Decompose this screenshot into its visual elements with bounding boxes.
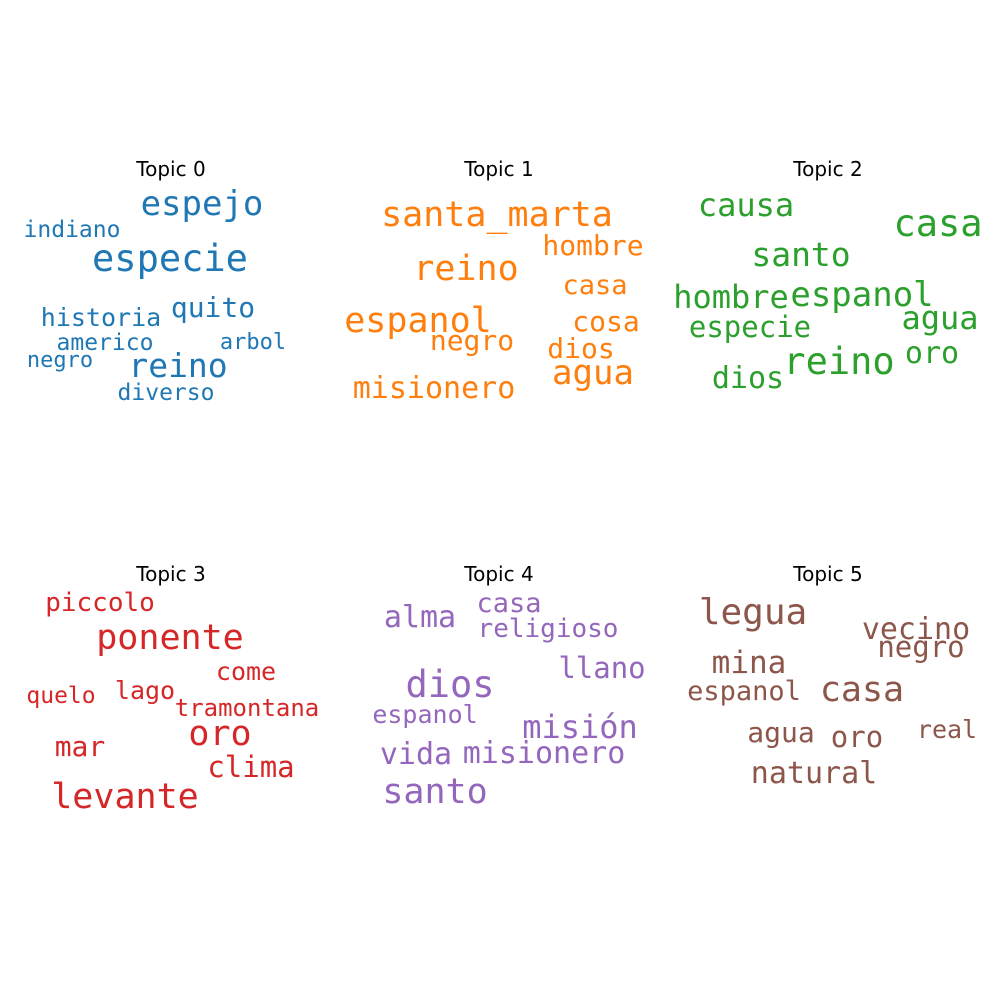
topic-title-4: Topic 4 (463, 562, 533, 586)
topic-5-word: negro (877, 630, 964, 664)
topic-1-word: hombre (542, 229, 643, 262)
topic-4-word: vida (380, 737, 452, 772)
topic-3-word: mar (55, 730, 106, 763)
topic-1-word: cosa (572, 305, 639, 338)
topic-2-word: santo (751, 235, 850, 274)
topic-2-word: reino (783, 340, 894, 383)
topic-1-word: negro (430, 324, 514, 357)
topic-2-word: espanol (790, 275, 933, 315)
topic-3-word: clima (207, 750, 294, 784)
topic-4-word: santo (382, 772, 487, 812)
topic-4-word: misionero (463, 736, 626, 771)
topic-4-word: espanol (372, 700, 477, 729)
topic-1-word: misionero (353, 371, 516, 406)
topic-3-word: tramontana (175, 694, 320, 722)
topic-3-word: levante (51, 777, 199, 817)
topic-title-5: Topic 5 (792, 562, 862, 586)
topic-0-word: americo (57, 330, 154, 356)
topic-5-word: natural (751, 756, 877, 791)
topic-2-word: dios (712, 361, 784, 396)
topic-1-word: espanol (344, 301, 492, 341)
topic-2-word: agua (901, 299, 978, 337)
topic-5-word: real (917, 715, 977, 744)
topic-1-word: santa_marta (381, 195, 613, 235)
topic-5-word: agua (747, 716, 814, 749)
topic-5-word: legua (699, 592, 807, 633)
topic-3-word: lago (115, 676, 175, 705)
topic-4-word: religioso (478, 614, 619, 644)
topic-2-word: causa (698, 186, 794, 224)
topic-3-word: come (216, 657, 276, 686)
topic-4-word: misión (522, 708, 638, 746)
topic-1-word: casa (562, 270, 627, 301)
topic-1-word: reino (413, 249, 518, 289)
topic-3-word: ponente (96, 618, 244, 658)
topic-1-word: dios (547, 332, 614, 365)
topic-0-word: negro (27, 348, 93, 373)
topic-5-word: vecino (862, 612, 970, 647)
topic-1-word: agua (552, 353, 634, 393)
topic-title-0: Topic 0 (135, 157, 205, 181)
topic-0-word: historia (41, 303, 161, 332)
topic-4-word: casa (476, 588, 541, 619)
topic-title-3: Topic 3 (135, 562, 205, 586)
topic-2-word: casa (893, 202, 982, 245)
topic-3-word: quelo (26, 683, 95, 709)
topic-0-word: reino (128, 346, 227, 385)
topic-5-word: casa (820, 670, 904, 710)
topic-2-word: oro (905, 336, 959, 371)
topic-0-word: indiano (24, 217, 121, 243)
topic-5-word: espanol (687, 676, 801, 707)
topic-2-word: hombre (673, 278, 789, 316)
topic-5-word: mina (712, 645, 787, 681)
topic-0-word: quito (171, 291, 255, 324)
topic-0-word: arbol (220, 330, 286, 355)
topic-title-2: Topic 2 (792, 157, 862, 181)
topic-0-word: especie (92, 237, 248, 280)
topic-4-word: dios (405, 663, 494, 706)
topic-3-word: piccolo (45, 588, 155, 618)
topic-5-word: oro (831, 720, 883, 754)
topic-title-1: Topic 1 (463, 157, 533, 181)
topic-3-word: oro (188, 714, 251, 754)
topic-4-word: llano (558, 651, 645, 685)
topic-2-word: especie (689, 310, 811, 344)
topic-0-word: diverso (118, 380, 215, 406)
topic-0-word: espejo (141, 184, 264, 224)
topic-4-word: alma (384, 600, 456, 635)
